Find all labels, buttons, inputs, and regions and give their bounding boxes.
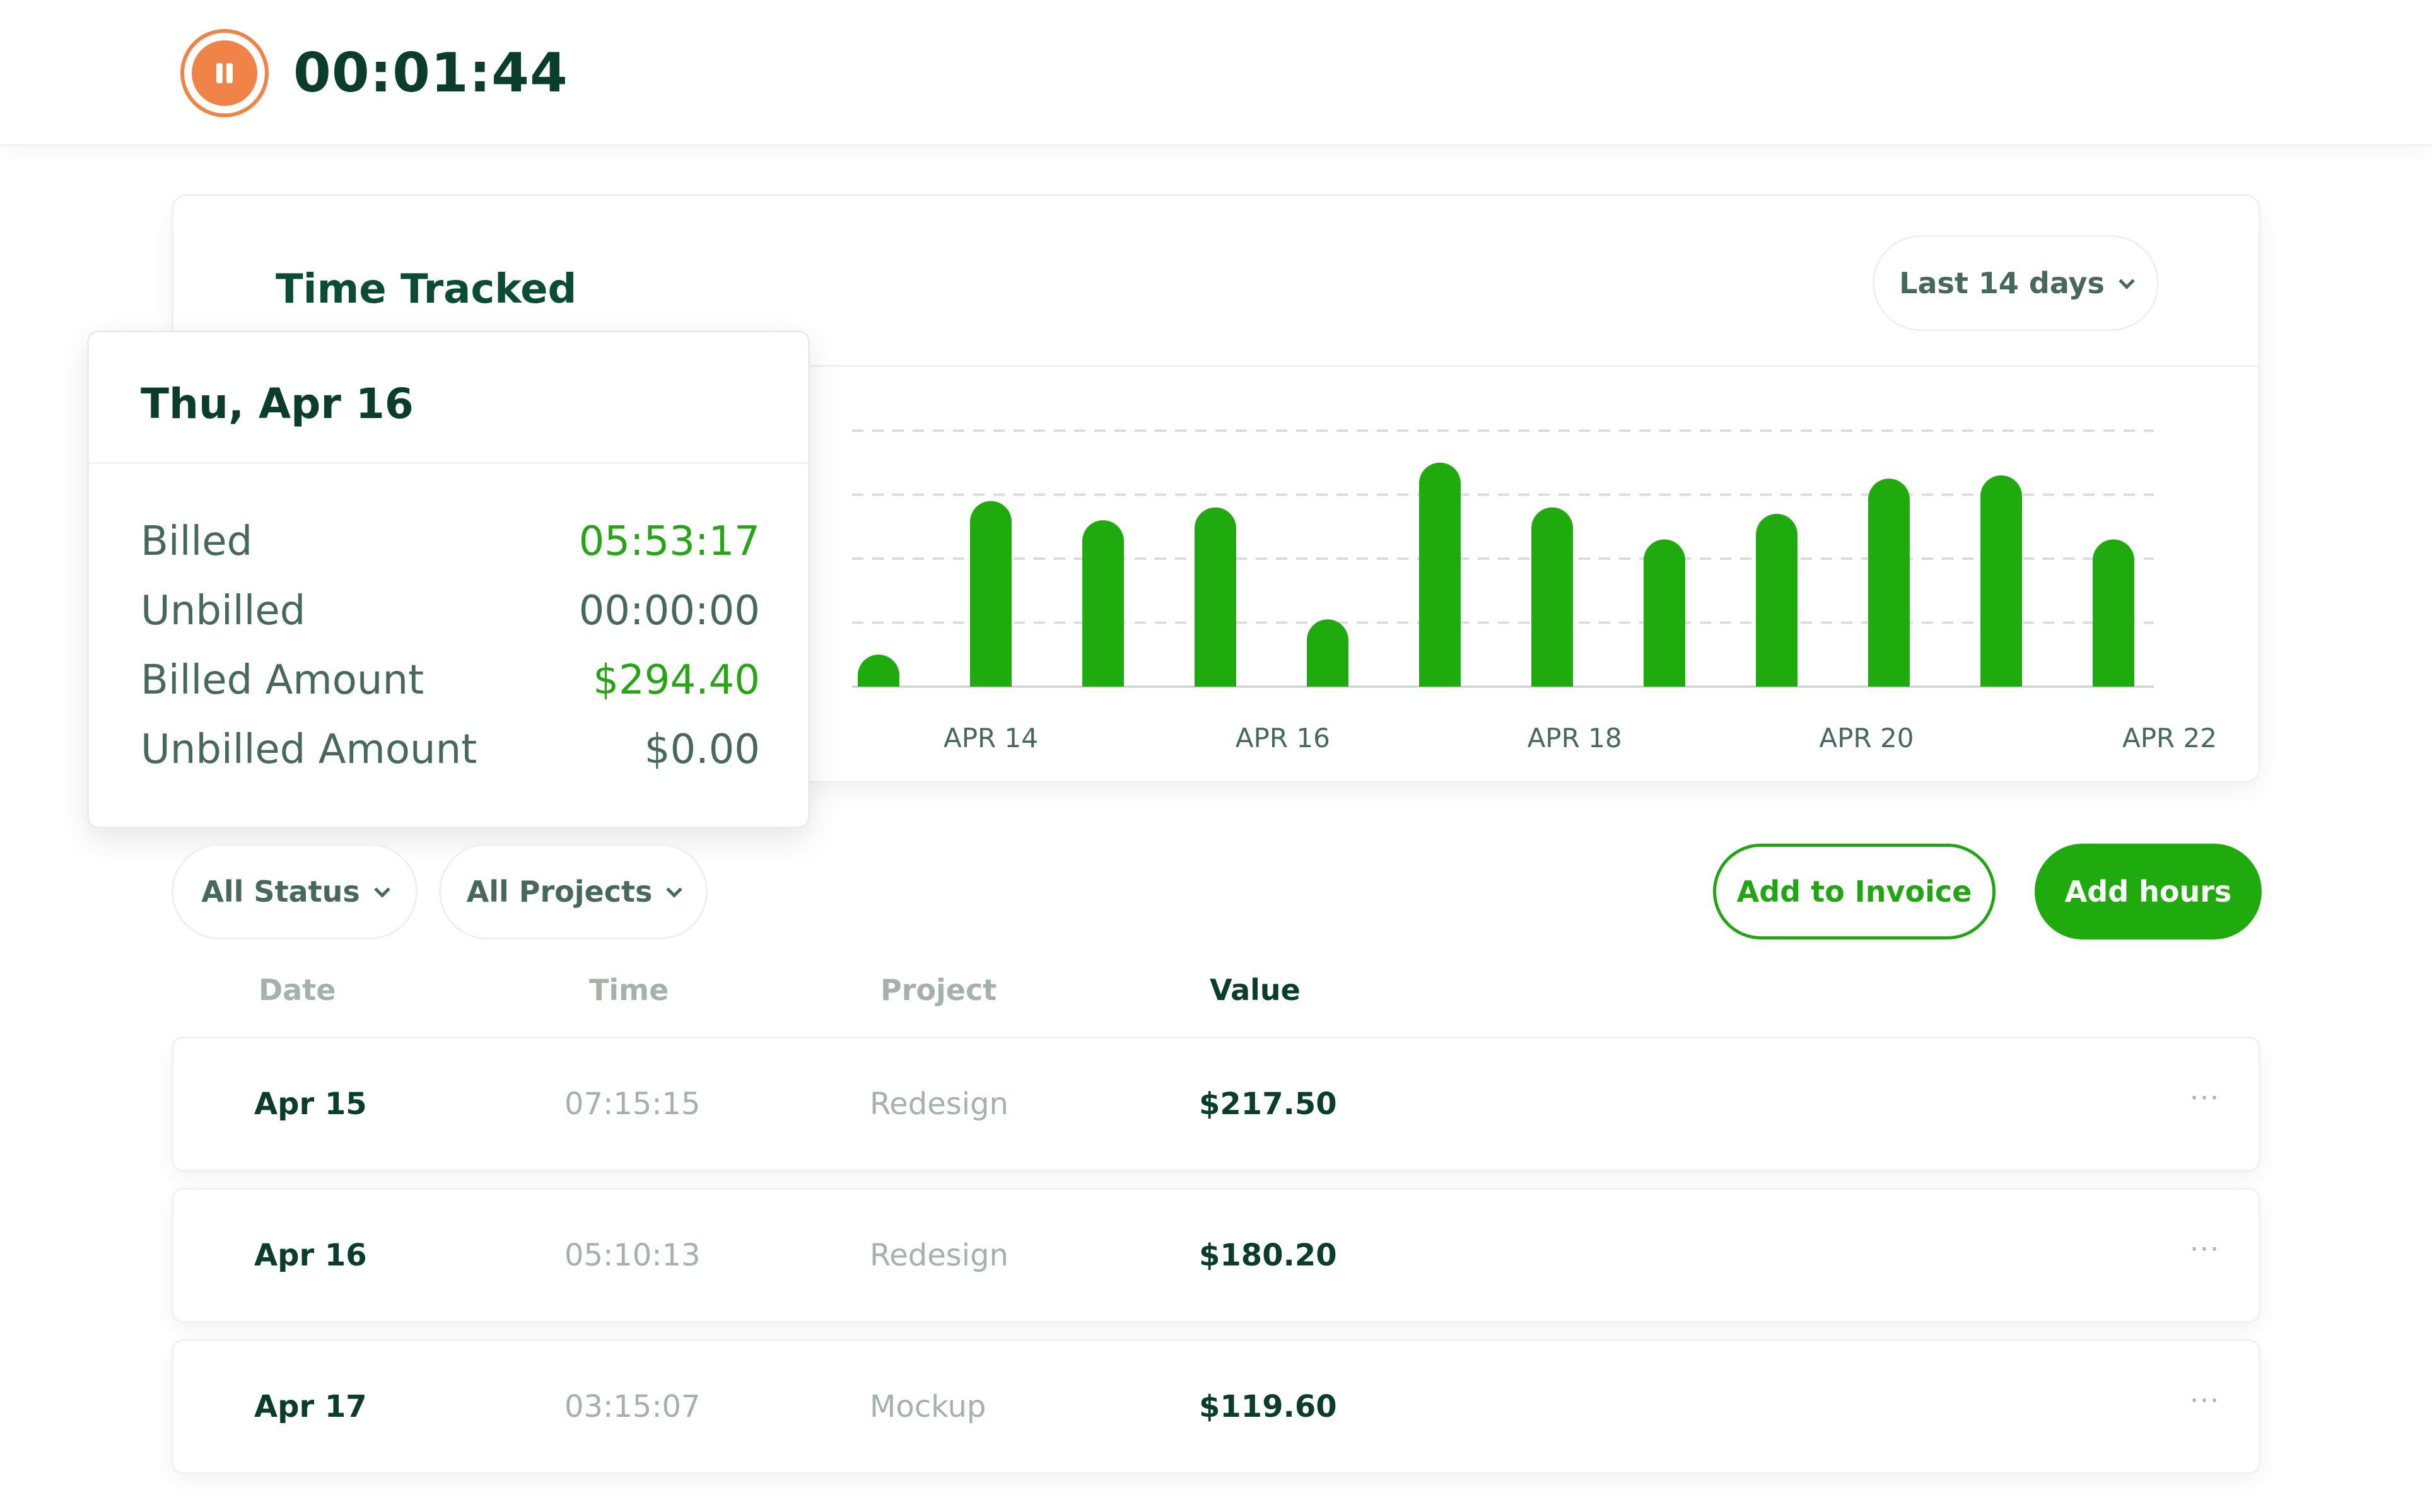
tooltip-label: Unbilled Amount xyxy=(141,726,477,773)
chart-bar-apr-16[interactable] xyxy=(1195,507,1236,687)
status-filter-label: All Status xyxy=(201,875,360,909)
tooltip-value: $294.40 xyxy=(593,657,760,704)
chart-bar-apr-13[interactable] xyxy=(858,654,899,687)
tooltip-row-unbilled-amount: Unbilled Amount $0.00 xyxy=(141,718,760,781)
row-project: Redesign xyxy=(870,1238,1008,1273)
row-date: Apr 15 xyxy=(254,1086,367,1122)
chart-bar-apr-17[interactable] xyxy=(1307,619,1348,687)
tooltip-value: $0.00 xyxy=(644,726,760,773)
pause-timer-button[interactable] xyxy=(180,29,269,117)
tooltip-row-billed-amount: Billed Amount $294.40 xyxy=(141,649,760,712)
time-tracked-chart: APR 14 APR 16 APR 18 APR 20 APR 22 xyxy=(852,429,2217,753)
row-time: 05:10:13 xyxy=(564,1238,701,1273)
column-header-value[interactable]: Value xyxy=(1210,973,1301,1007)
more-options-icon[interactable]: ··· xyxy=(2190,1082,2220,1114)
column-header-date[interactable]: Date xyxy=(259,973,336,1007)
timer-bar: 00:01:44 xyxy=(0,0,2432,146)
tooltip-label: Billed Amount xyxy=(141,657,424,704)
row-project: Redesign xyxy=(870,1086,1008,1122)
row-value: $119.60 xyxy=(1199,1389,1337,1424)
row-value: $217.50 xyxy=(1199,1086,1337,1122)
x-tick-label: APR 22 xyxy=(2122,723,2217,753)
more-options-icon[interactable]: ··· xyxy=(2190,1233,2220,1265)
projects-filter-label: All Projects xyxy=(466,875,653,909)
row-time: 07:15:15 xyxy=(564,1086,701,1122)
row-time: 03:15:07 xyxy=(564,1389,701,1424)
row-date: Apr 17 xyxy=(254,1389,367,1424)
table-row[interactable]: Apr 16 05:10:13 Redesign $180.20 ··· xyxy=(172,1188,2260,1323)
table-row[interactable]: Apr 17 03:15:07 Mockup $119.60 ··· xyxy=(172,1339,2260,1474)
table-row[interactable]: Apr 15 07:15:15 Redesign $217.50 ··· xyxy=(172,1037,2260,1172)
chevron-down-icon xyxy=(666,881,683,898)
chart-bar-apr-22[interactable] xyxy=(1868,479,1910,687)
tooltip-row-billed: Billed 05:53:17 xyxy=(141,510,760,573)
tooltip-label: Unbilled xyxy=(141,588,306,634)
date-range-dropdown[interactable]: Last 14 days xyxy=(1873,235,2159,331)
tooltip-date: Thu, Apr 16 xyxy=(141,380,414,428)
column-header-time[interactable]: Time xyxy=(589,973,669,1007)
tooltip-value: 00:00:00 xyxy=(578,588,760,634)
chart-bar-apr-21[interactable] xyxy=(1756,513,1798,687)
add-hours-button[interactable]: Add hours xyxy=(2035,844,2262,939)
tooltip-label: Billed xyxy=(141,518,253,565)
timer-display: 00:01:44 xyxy=(293,42,568,105)
card-divider xyxy=(173,365,2259,367)
row-date: Apr 16 xyxy=(254,1238,367,1273)
chart-bar-apr-19[interactable] xyxy=(1531,507,1573,687)
pause-icon xyxy=(192,40,257,106)
x-tick-label: APR 14 xyxy=(944,723,1038,753)
x-tick-label: APR 16 xyxy=(1236,723,1330,753)
chart-bar-apr-20[interactable] xyxy=(1644,539,1685,687)
card-title: Time Tracked xyxy=(276,266,577,313)
status-filter-dropdown[interactable]: All Status xyxy=(172,844,418,939)
row-project: Mockup xyxy=(870,1389,986,1424)
row-value: $180.20 xyxy=(1199,1238,1337,1273)
add-to-invoice-button[interactable]: Add to Invoice xyxy=(1713,844,1996,939)
chart-tooltip: Thu, Apr 16 Billed 05:53:17 Unbilled 00:… xyxy=(87,330,810,829)
tooltip-divider xyxy=(89,462,808,464)
chart-bar-apr-18[interactable] xyxy=(1419,462,1461,687)
x-tick-label: APR 18 xyxy=(1528,723,1622,753)
tooltip-value: 05:53:17 xyxy=(578,518,760,565)
chart-bar-apr-23[interactable] xyxy=(1980,475,2022,687)
chevron-down-icon xyxy=(373,881,390,898)
date-range-label: Last 14 days xyxy=(1899,266,2105,300)
chart-bar-apr-15[interactable] xyxy=(1082,520,1124,687)
chart-bar-apr-24[interactable] xyxy=(2093,539,2134,687)
chart-bar-apr-14[interactable] xyxy=(970,501,1012,687)
x-tick-label: APR 20 xyxy=(1819,723,1914,753)
tooltip-row-unbilled: Unbilled 00:00:00 xyxy=(141,579,760,643)
more-options-icon[interactable]: ··· xyxy=(2190,1385,2220,1417)
column-header-project[interactable]: Project xyxy=(880,973,997,1007)
projects-filter-dropdown[interactable]: All Projects xyxy=(439,844,708,939)
